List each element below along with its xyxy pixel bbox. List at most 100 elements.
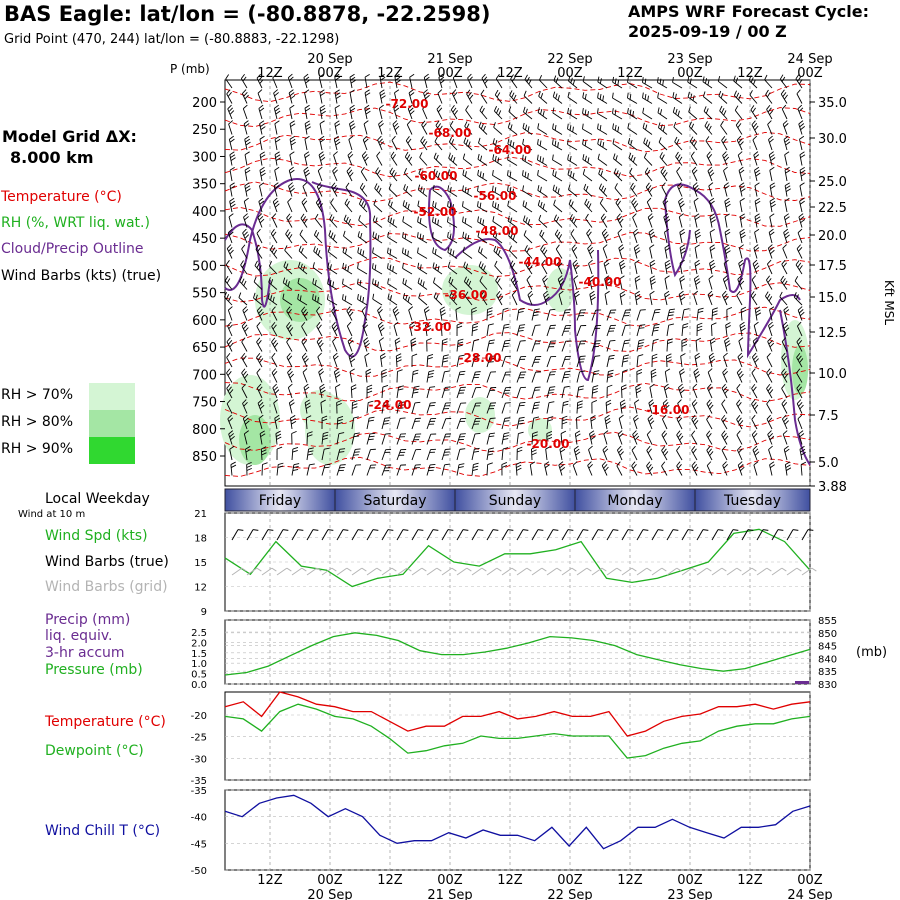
barb-flag	[452, 250, 455, 256]
barb-flag	[334, 187, 339, 193]
barb-staff	[507, 143, 518, 151]
wind-barb	[227, 104, 235, 120]
wind-barb	[672, 107, 683, 120]
barb-flag	[273, 249, 278, 255]
barb-flag	[724, 228, 730, 233]
barb-flag	[318, 151, 324, 156]
barb-flag	[767, 259, 772, 265]
barb-flag	[451, 294, 455, 300]
wind-barb	[769, 166, 775, 182]
barb-flag	[587, 157, 590, 163]
barb-staff	[764, 79, 773, 89]
barb-flag	[298, 245, 302, 251]
wind-barb	[552, 184, 563, 197]
barb-staff	[783, 309, 788, 321]
barb-staff	[723, 185, 728, 197]
wind-barb	[783, 213, 790, 228]
barb-flag	[540, 93, 544, 99]
barb-flag	[390, 151, 395, 157]
barb-flag	[767, 107, 772, 113]
barb-flag	[657, 107, 660, 113]
barb-staff	[679, 278, 683, 290]
barb-staff	[316, 310, 323, 321]
barb-flag	[584, 198, 588, 205]
barb-flag	[649, 259, 655, 264]
barb-flag	[770, 200, 776, 205]
barb-flag	[719, 105, 723, 112]
barb-flag	[674, 136, 678, 143]
barb-flag	[739, 244, 744, 249]
barb-flag	[418, 168, 422, 174]
barb-staff	[737, 155, 743, 166]
barb-flag	[408, 156, 413, 162]
wind-tick-label: 21	[194, 509, 207, 520]
barb-flag	[627, 138, 631, 144]
barb-staff	[300, 218, 308, 228]
date-label: 22 Sep	[547, 52, 592, 67]
wind-barb	[706, 151, 713, 166]
barb-staff	[477, 221, 488, 228]
barb-flag	[464, 171, 467, 177]
wind-barb	[552, 154, 563, 166]
pressure-tick-label: 250	[192, 123, 217, 138]
barb-staff	[282, 282, 293, 290]
barb-staff	[492, 235, 503, 244]
wind-barb	[627, 77, 638, 89]
barb-flag	[573, 275, 579, 280]
barb-staff	[481, 78, 488, 89]
barb-flag	[510, 217, 513, 223]
barb-flag	[523, 90, 527, 96]
pressure-unit-label: P (mb)	[170, 62, 210, 76]
barb-flag	[784, 138, 790, 143]
barb-flag	[799, 182, 805, 187]
legend-entry: Cloud/Precip Outline	[1, 241, 144, 257]
wind-barb	[567, 107, 578, 120]
barb-flag	[564, 312, 570, 314]
barb-staff	[467, 77, 473, 89]
barb-staff	[799, 201, 803, 213]
barb-flag	[243, 213, 248, 218]
barb-flag	[440, 309, 446, 314]
wind-barb	[634, 275, 641, 290]
wind-barb	[709, 259, 716, 275]
wind-barb	[567, 154, 578, 166]
barb-flag	[784, 94, 788, 100]
wind-barb	[664, 228, 670, 244]
barb-staff	[387, 236, 398, 244]
barb-flag	[228, 213, 234, 218]
barb-staff	[328, 235, 338, 244]
barb-flag	[452, 156, 456, 163]
barb-staff	[314, 218, 323, 228]
wind-barb	[342, 278, 353, 290]
barb-flag	[569, 109, 572, 115]
barb-flag	[404, 279, 407, 286]
barb-flag	[708, 182, 714, 187]
barb-staff	[765, 279, 773, 290]
wind-barb	[572, 259, 580, 275]
wind-barb	[477, 169, 488, 182]
barb-flag	[712, 307, 718, 310]
barb-flag	[302, 182, 308, 187]
barb-flag	[391, 135, 396, 141]
pressure-tick-label: 200	[192, 96, 217, 111]
wind-barb	[242, 306, 249, 321]
barb-flag	[765, 89, 769, 95]
wind-barb	[510, 74, 518, 89]
barb-flag	[740, 306, 747, 310]
barb-flag	[363, 324, 369, 329]
barb-flag	[603, 259, 609, 264]
wind-barb	[319, 89, 326, 104]
barb-staff	[644, 157, 653, 166]
barb-flag	[374, 280, 377, 286]
height-tick-label: 15.0	[818, 291, 847, 306]
barb-flag	[582, 154, 585, 160]
wind-barb	[739, 228, 746, 244]
wind-barb	[316, 306, 323, 321]
wind-barb	[387, 263, 398, 275]
barb-staff	[612, 143, 623, 151]
wind-barb	[334, 73, 341, 89]
barb-flag	[507, 200, 510, 207]
barb-flag	[798, 247, 803, 252]
barb-flag	[554, 171, 557, 177]
barb-staff	[602, 248, 608, 259]
